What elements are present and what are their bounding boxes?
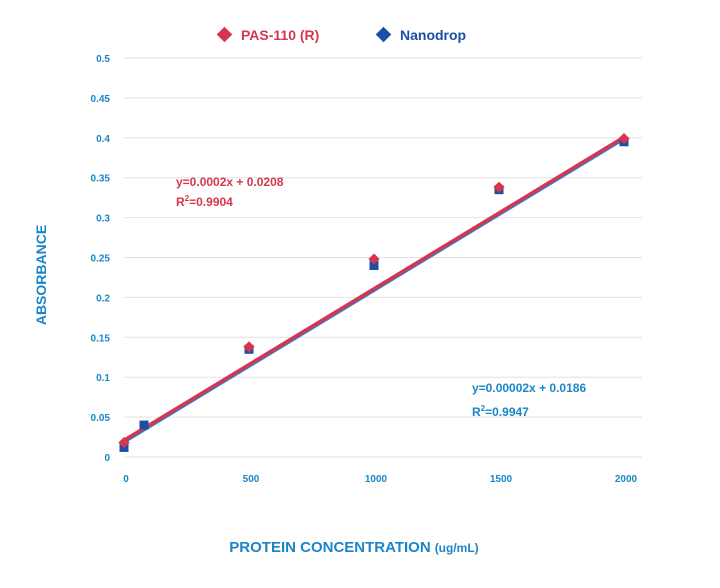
r2-prefix-nanodrop: R: [472, 405, 481, 419]
x-tick-label: 0: [123, 474, 129, 485]
y-axis-ticks: 0 0.05 0.1 0.15 0.2 0.25 0.3 0.35 0.4 0.45 0.5: [91, 54, 111, 464]
y-tick-label: 0.1: [96, 373, 110, 384]
y-tick-label: 0.3: [96, 214, 110, 225]
equation-text-pas110: y=0.0002x + 0.0208: [176, 175, 284, 189]
equation-nanodrop: y=0.00002x + 0.0186 R2=0.9947: [472, 381, 586, 419]
pas110-point: [618, 132, 630, 145]
equation-pas110: y=0.0002x + 0.0208 R2=0.9904: [176, 175, 284, 209]
equation-text-nanodrop: y=0.00002x + 0.0186: [472, 381, 586, 395]
r2-text-pas110: R2=0.9904: [176, 194, 233, 209]
x-axis-title-main: PROTEIN CONCENTRATION: [229, 539, 430, 556]
data-markers: [118, 132, 630, 452]
y-tick-label: 0.2: [96, 293, 110, 304]
r2-value-pas110: =0.9904: [189, 195, 233, 209]
x-tick-label: 1500: [490, 474, 513, 485]
y-tick-label: 0.25: [91, 254, 111, 265]
trendlines: [123, 135, 625, 444]
y-tick-label: 0: [104, 453, 110, 464]
legend: PAS-110 (R) Nanodrop: [216, 26, 466, 43]
y-axis-title: ABSORBANCE: [33, 225, 49, 325]
r2-sup-nanodrop: 2: [481, 404, 486, 413]
x-tick-label: 500: [243, 474, 260, 485]
legend-label-pas110: PAS-110 (R): [241, 27, 319, 43]
x-tick-label: 1000: [365, 474, 388, 485]
r2-prefix-pas110: R: [176, 195, 185, 209]
y-tick-label: 0.15: [91, 333, 111, 344]
grid-lines: [124, 57, 642, 458]
trendline-pas110: [123, 135, 625, 442]
r2-value-nanodrop: =0.9947: [485, 405, 529, 419]
x-tick-label: 2000: [615, 474, 638, 485]
x-axis-title: PROTEIN CONCENTRATION (ug/mL): [229, 539, 478, 556]
y-tick-label: 0.05: [91, 413, 111, 424]
y-tick-label: 0.5: [96, 54, 110, 65]
y-tick-label: 0.4: [96, 134, 110, 145]
nanodrop-point: [139, 420, 149, 430]
pas110-point: [493, 181, 505, 193]
x-axis-title-unit: (ug/mL): [435, 541, 479, 555]
y-tick-label: 0.35: [91, 174, 111, 185]
legend-marker-nanodrop: [375, 26, 392, 43]
legend-marker-pas110: [216, 26, 233, 43]
r2-sup-pas110: 2: [185, 194, 190, 203]
x-axis-ticks: 0 500 1000 1500 2000: [123, 474, 637, 485]
legend-label-nanodrop: Nanodrop: [400, 27, 466, 43]
pas110-point: [368, 253, 380, 265]
y-tick-label: 0.45: [91, 94, 111, 105]
nanodrop-point: [369, 260, 379, 270]
pas110-point: [243, 341, 255, 353]
r2-text-nanodrop: R2=0.9947: [472, 404, 529, 419]
